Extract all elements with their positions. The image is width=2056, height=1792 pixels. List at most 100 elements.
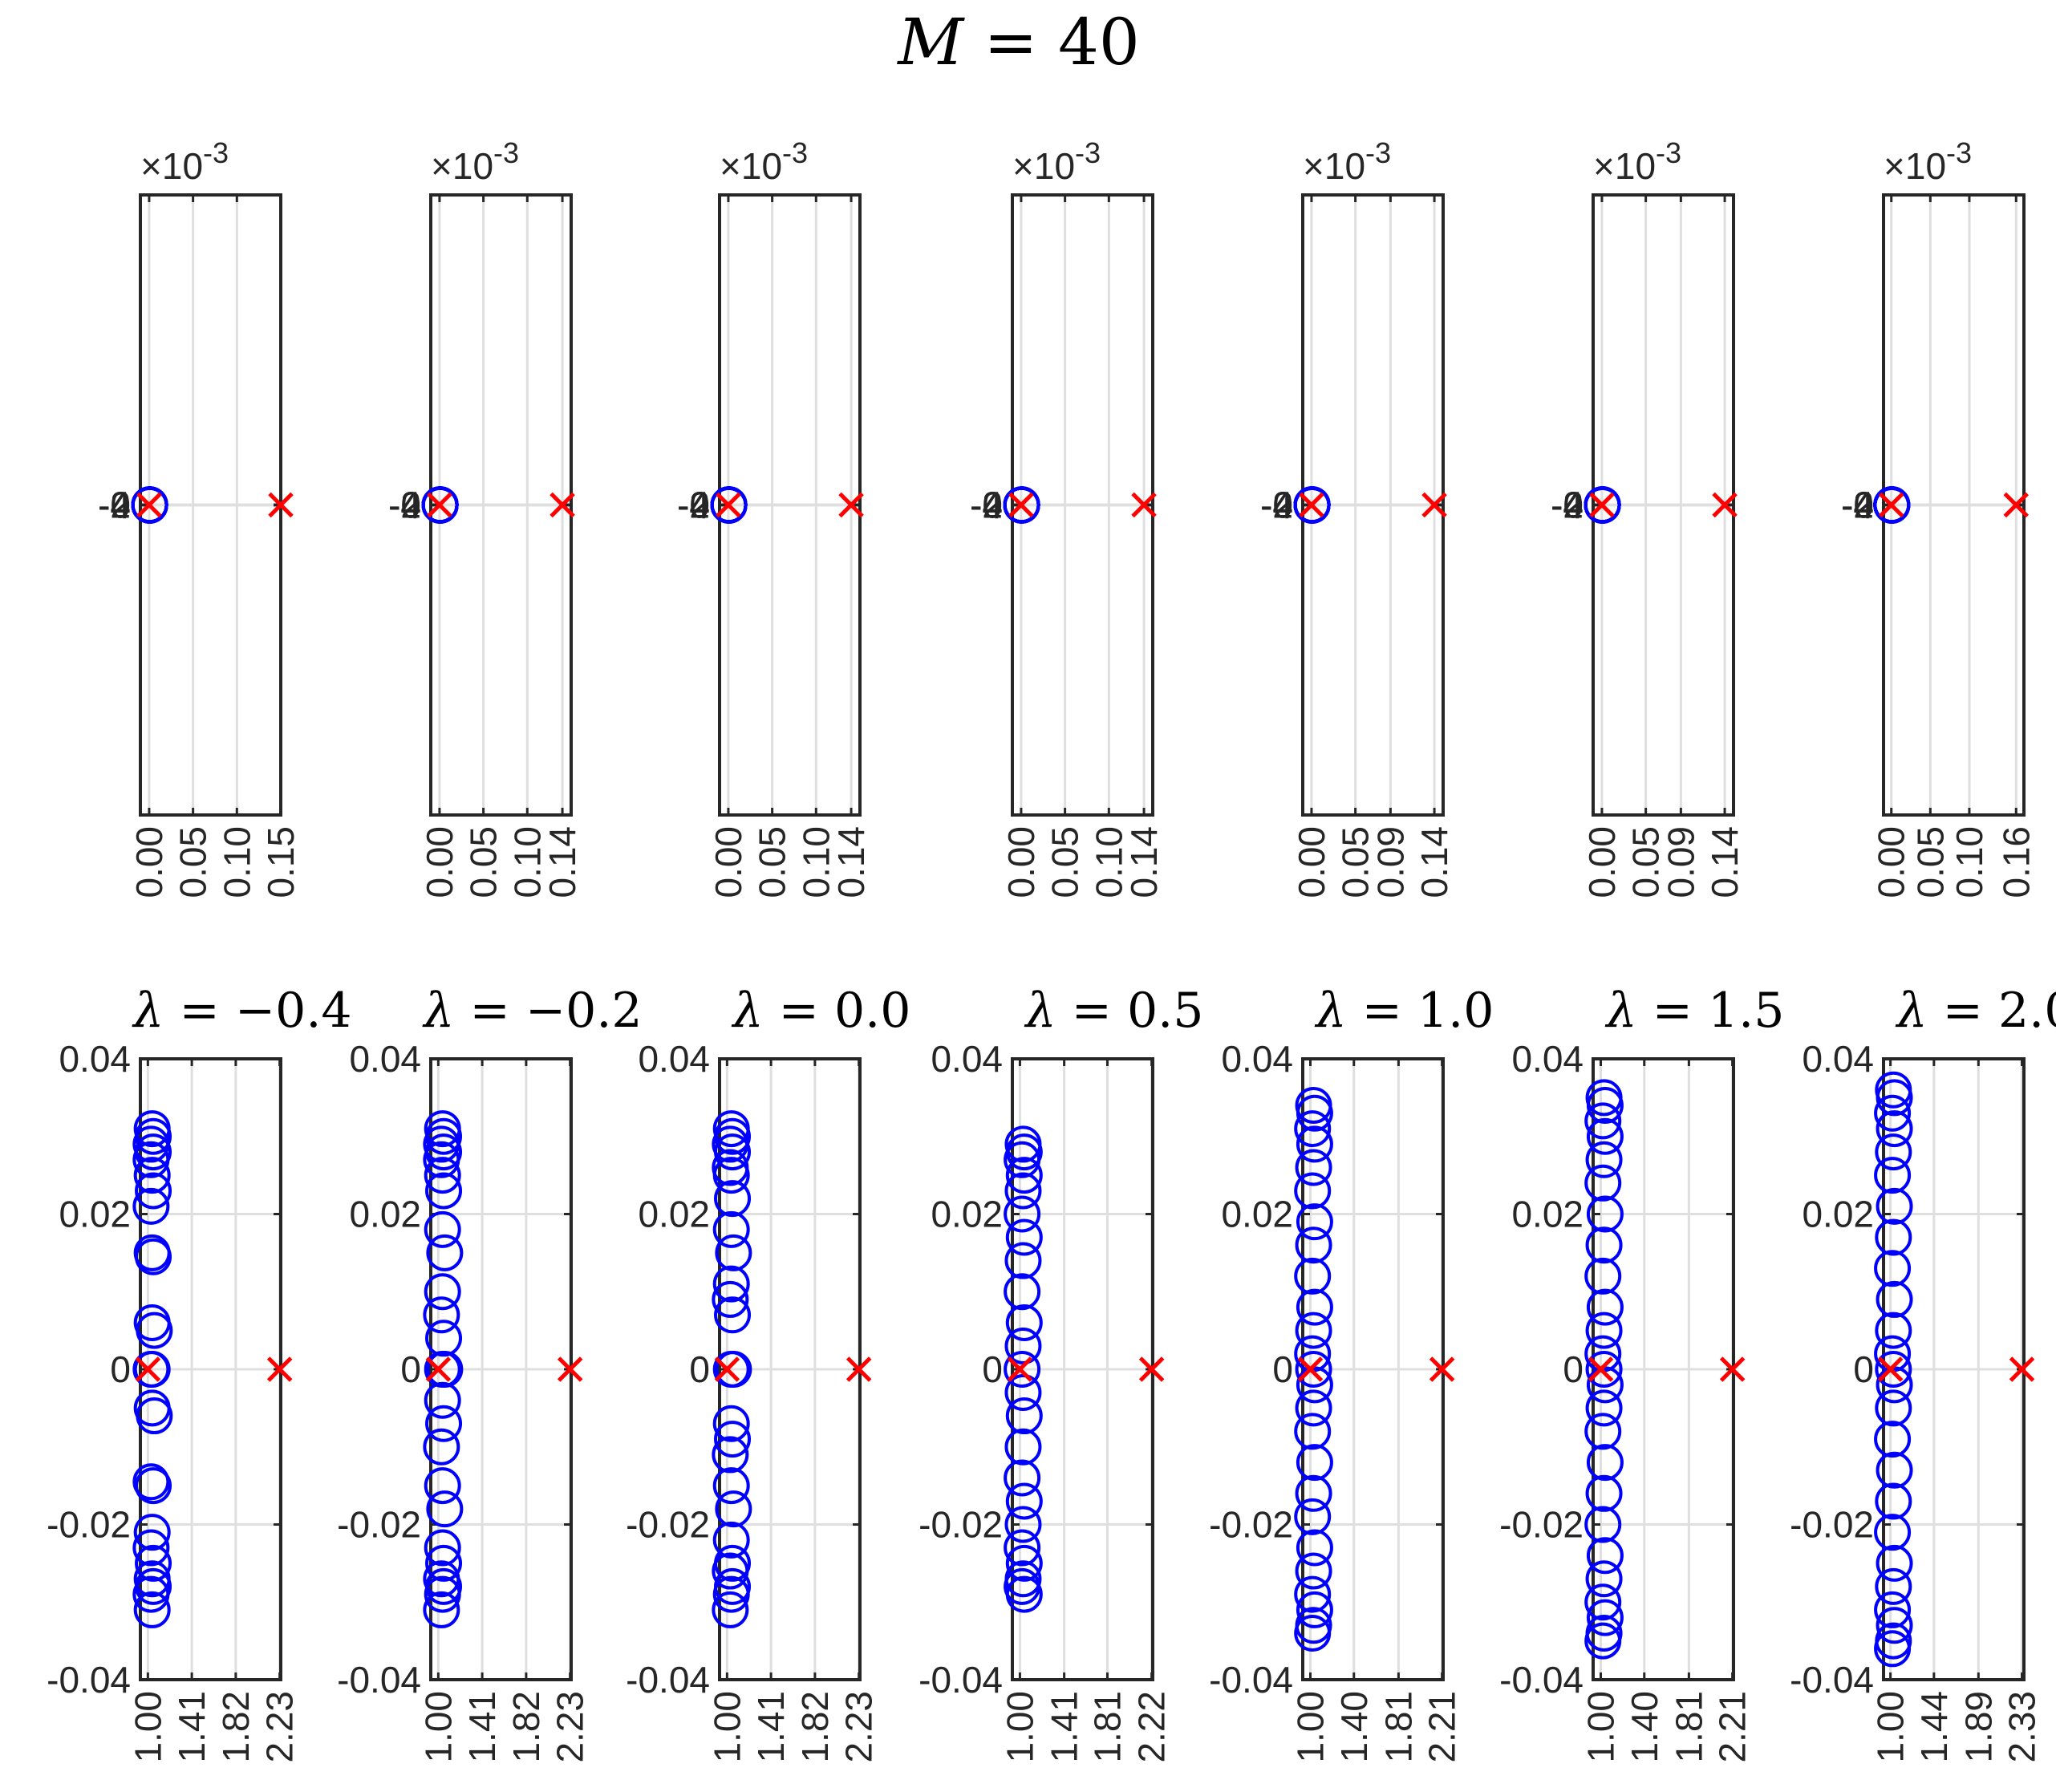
panel-bottom-6-eigenvalue-marker [1585,1351,1623,1388]
panel-bottom-1-eigenvalue-marker [133,1157,171,1194]
figure-title-eq: = 40 [963,5,1140,79]
panel-top-6-ytick-label: 0 [1563,484,1584,526]
panel-top-7-ytick-label: 2 [1853,484,1874,525]
panel-bottom-4-ytick-label: -0.04 [919,1659,1003,1701]
panel-bottom-4-eigenvalue-marker [1004,1374,1042,1412]
panel-bottom-4-xtick-label: 2.22 [1131,1691,1173,1763]
panel-top-6-exponent-label: ×10-3 [1593,136,1681,187]
panel-bottom-2-reference-x-marker [557,1356,583,1382]
figure-title-var: M [896,5,965,79]
panel-bottom-3-eigenvalue-marker [715,1351,752,1388]
panel-bottom-5-eigenvalue-marker [1294,1413,1332,1450]
panel-top-5-reference-x-marker [1299,492,1324,518]
panel-top-6-reference-x-stroke [1712,492,1738,518]
panel-top-7-ytick-label: 0 [1853,484,1874,526]
panel-bottom-6-eigenvalue-marker [1584,1257,1622,1295]
panel-bottom-2-ytick-label: -0.02 [337,1504,421,1546]
panel-bottom-7-eigenvalue-marker [1874,1421,1912,1458]
panel-bottom-6-xtick-label: 2.21 [1712,1691,1754,1763]
panel-bottom-4-eigenvalue-marker [1005,1303,1043,1341]
panel-bottom-1-xtick-label: 2.23 [259,1691,301,1763]
panel-top-5-eigenvalue-marker [1293,486,1331,524]
panel-bottom-1-eigenvalue-marker [133,1591,171,1628]
panel-top-6-xtick-label: 0.09 [1660,826,1701,898]
panel-top-7-xtick-label: 0.05 [1909,826,1951,898]
panel-top-4-xtick-label: 0.05 [1044,826,1086,898]
panel-bottom-5-eigenvalue-marker [1294,1614,1332,1652]
panel-top-6-reference-x-stroke [1589,492,1615,518]
panel-bottom-7-ytick-label: 0 [1853,1348,1874,1390]
panel-top-1-ytick-label: 0 [110,484,131,526]
panel-bottom-1-eigenvalue-marker [132,1575,170,1613]
panel-bottom-5: -0.04 -0.02 0 0.02 0.04 1.00 1.40 1.81 2.21 λ = 1… [1209,983,1494,1763]
panel-bottom-5-eigenvalue-marker [1296,1203,1333,1241]
panel-bottom-6-eigenvalue-marker [1585,1312,1623,1349]
panel-bottom-4: -0.04 -0.02 0 0.02 0.04 1.00 1.41 1.81 2.22 λ = 0… [919,983,1203,1763]
panel-bottom-4-eigenvalue-marker [1004,1351,1041,1388]
panel-top-6-ytick-label: 2 [1563,484,1584,525]
panel-bottom-6-eigenvalue-marker [1585,1560,1623,1598]
panel-top-7-eigenvalue-marker [1873,486,1911,524]
panel-bottom-1-xtick-label: 1.41 [171,1691,213,1763]
panel-bottom-3-eigenvalue-marker [715,1234,752,1271]
panel-bottom-2-title: λ = −0.2 [422,983,642,1039]
panel-bottom-2-eigenvalue-marker [425,1405,463,1442]
panel-top-3-ytick-label: -4 [677,484,710,526]
panel-bottom-3-ytick-label: 0.04 [638,1038,710,1080]
panel-bottom-5-xtick-label: 1.00 [1289,1691,1331,1763]
panel-bottom-4-reference-x-marker [1138,1356,1165,1382]
panel-top-5-exponent-label: ×10-3 [1303,136,1391,187]
panel-bottom-6-reference-x-marker [1588,1356,1614,1382]
panel-top-2-ytick-label: -2 [388,484,421,526]
panel-top-3-ytick-label: -2 [677,484,710,526]
panel-bottom-3-reference-x-marker [714,1356,740,1382]
panel-top-5-xtick-label: 0.05 [1335,826,1377,898]
panel-bottom-6-eigenvalue-marker [1586,1195,1624,1233]
panel-top-1-exponent-label: ×10-3 [140,136,229,187]
panel-top-4-xtick-label: 0.14 [1123,826,1165,898]
panel-bottom-6-eigenvalue-marker [1584,1102,1622,1140]
panel-bottom-7-eigenvalue-marker [1874,1250,1912,1287]
panel-bottom-7-eigenvalue-marker [1876,1280,1913,1318]
panel-bottom-4-eigenvalue-marker [1005,1157,1043,1194]
panel-bottom-2-reference-x-stroke [425,1356,452,1382]
panel-bottom-5-reference-x-stroke [1429,1356,1455,1382]
panel-bottom-5-eigenvalue-marker [1295,1149,1332,1186]
panel-bottom-3-eigenvalue-marker [712,1591,749,1628]
panel-top-3-xtick-label: 0.14 [830,826,872,898]
panel-bottom-4-ytick-label: 0.04 [931,1038,1003,1080]
panel-top-6-reference-x-marker [1589,492,1615,518]
panel-bottom-1-eigenvalue-marker [133,1351,171,1388]
panel-bottom-5-eigenvalue-marker [1295,1552,1332,1590]
panel-bottom-4-title: λ = 0.5 [1024,983,1204,1039]
panel-bottom-6-eigenvalue-marker [1586,1599,1624,1636]
panel-bottom-2: -0.04 -0.02 0 0.02 0.04 1.00 1.41 1.82 2.23 λ = −… [337,983,642,1763]
panel-top-7-exponent-label: ×10-3 [1884,136,1972,187]
panel-bottom-4-eigenvalue-marker [1004,1506,1042,1543]
panel-bottom-5-xtick-label: 2.21 [1421,1691,1463,1763]
panel-bottom-7-reference-x-stroke [2009,1356,2035,1382]
panel-bottom-5-xtick-label: 1.81 [1377,1691,1419,1763]
panel-top-7-reference-x-marker [2003,492,2030,518]
panel-top-1-ytick-label: -2 [98,484,131,526]
panel-top-1-ytick-label: 2 [110,484,131,525]
panel-bottom-5-ytick-label: 0 [1272,1348,1293,1390]
panel-bottom-2-eigenvalue-marker [423,1591,460,1628]
panel-top-1-reference-x-stroke [136,492,162,518]
panel-bottom-4-eigenvalue-marker [1004,1273,1041,1311]
panel-bottom-3-eigenvalue-marker [712,1575,750,1613]
panel-bottom-5-ytick-label: 0.02 [1221,1194,1293,1235]
panel-bottom-1-title: λ = −0.4 [132,983,351,1039]
panel-bottom-3-ytick-label: 0 [689,1348,710,1390]
panel-top-3-eigenvalue-marker [710,486,748,524]
panel-top-1-reference-x-stroke [268,492,294,518]
panel-bottom-6-eigenvalue-marker [1585,1389,1623,1427]
panel-bottom-6-eigenvalue-marker [1586,1288,1624,1326]
panel-bottom-2-eigenvalue-marker [424,1575,461,1613]
panel-bottom-6: -0.04 -0.02 0 0.02 0.04 1.00 1.40 1.81 2.21 λ = 1… [1499,983,1784,1763]
panel-bottom-3-xtick-label: 1.82 [794,1691,836,1763]
panel-bottom-4-ytick-label: -0.02 [919,1504,1003,1546]
